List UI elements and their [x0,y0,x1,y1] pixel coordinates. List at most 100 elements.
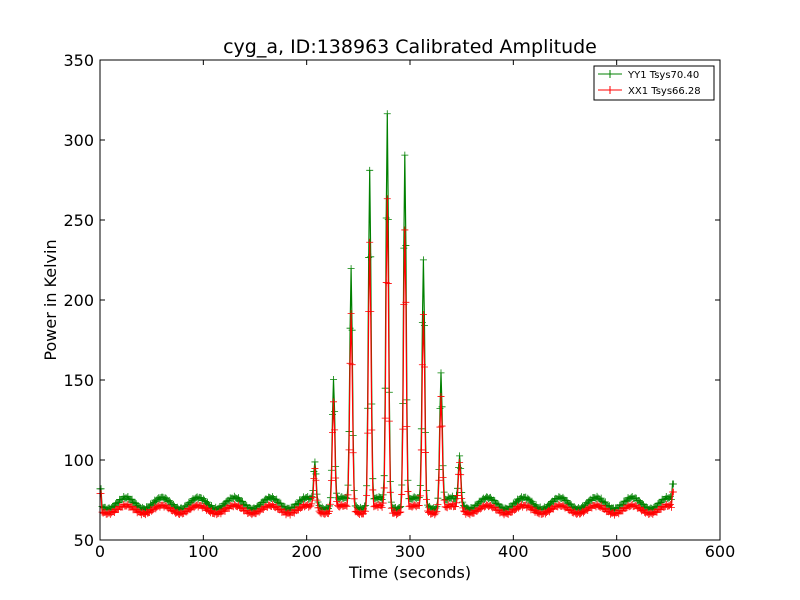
series-0-marker-273 [378,496,386,504]
series-0-marker-208 [311,458,319,466]
series-1-marker-264 [369,486,377,494]
series-1-marker-210 [313,496,321,504]
x-tick-label-500: 500 [601,542,632,561]
series-1-marker-310 [416,492,424,500]
series-0-marker-67 [165,497,173,505]
series-1-marker-223 [326,500,334,508]
series-1-marker-244 [348,361,356,369]
series-0-marker-542 [656,499,664,507]
y-tick-label-100: 100 [63,451,94,470]
series-0-marker-138 [239,497,247,505]
series-0-marker-205 [308,493,316,501]
series-0-marker-278 [383,110,391,118]
series-0-marker-226 [330,376,338,383]
series-1-marker-332 [439,473,447,481]
series-1-marker-282 [387,504,395,512]
x-tick-label-100: 100 [188,542,219,561]
series-1-marker-296 [402,298,410,306]
series-1-marker-228 [332,474,340,482]
series-0-marker-262 [367,253,375,261]
series-1-marker-205 [308,500,316,508]
series-1-marker-292 [398,491,406,499]
series-1-marker-240 [344,491,352,499]
series-0-marker-522 [635,497,643,505]
chart-title: cyg_a, ID:138963 Calibrated Amplitude [223,36,597,58]
y-tick-label-200: 200 [63,291,94,310]
y-tick-label-350: 350 [63,51,94,70]
series-0-marker-348 [456,452,464,460]
series-1-marker-555 [670,488,677,496]
series-1-marker-326 [433,508,441,516]
series-1-marker-291 [397,508,405,516]
series-1-marker-278 [383,195,391,203]
series-0-marker-314 [420,321,428,329]
series-1-marker-257 [362,507,370,515]
series-1 [96,195,677,519]
series-1-marker-211 [314,504,322,512]
series-1-marker-327 [434,501,442,509]
series-1-marker-281 [386,488,394,496]
series-1-marker-351 [459,504,467,512]
series-1-marker-209 [312,476,320,484]
series-1-marker-313 [419,310,427,318]
series-0-marker-485 [597,494,605,502]
y-tick-label-50: 50 [74,531,94,550]
legend-marker-yy1 [606,70,614,78]
series-0-marker-385 [494,500,502,508]
series-1-marker-553 [667,503,675,511]
series-1-marker-295 [401,226,409,234]
series-1-marker-224 [327,477,335,485]
y-axis-label: Power in Kelvin [41,239,60,360]
series-1-marker-344 [451,502,459,510]
series-1-marker-345 [453,499,460,507]
series-1-marker-261 [366,238,374,246]
series-1-marker-331 [438,422,446,430]
series-0-marker-489 [601,498,609,506]
series-1-marker-297 [403,423,411,431]
series-1-marker-259 [364,429,372,437]
series-1-marker-245 [349,449,357,457]
x-tick-label-600: 600 [705,542,736,561]
series-0-marker-171 [273,495,281,503]
series-1-marker-274 [379,499,387,507]
series-0-marker-331 [438,403,446,411]
x-tick-label-200: 200 [291,542,322,561]
x-tick-label-300: 300 [395,542,426,561]
series-layer [96,110,677,519]
series-1-marker-293 [399,425,407,433]
series-1-marker-229 [333,497,341,505]
series-0-marker-555 [670,480,677,488]
series-1-marker-241 [345,446,353,454]
series-1-marker-280 [385,417,393,425]
series-1-marker-206 [309,494,317,502]
series-1-marker-350 [458,494,466,502]
series-1-marker-1 [97,490,105,498]
series-1-marker-239 [343,502,351,510]
series-1-marker-346 [454,491,462,499]
legend: YY1 Tsys70.40 XX1 Tsys66.28 [593,65,715,101]
series-1-marker-227 [331,426,339,434]
series-1-marker-262 [367,308,375,316]
series-1-marker-333 [440,496,448,504]
series-1-marker-273 [378,503,386,511]
series-1-marker-315 [422,448,429,456]
series-1-marker-328 [435,476,443,484]
series-1-marker-349 [457,471,465,479]
series-1-marker-243 [347,310,355,318]
series-0-marker-244 [348,326,356,334]
series-1-marker-325 [432,509,440,517]
legend-label-yy1: YY1 Tsys70.40 [627,70,699,81]
series-1-marker-309 [415,502,423,510]
series-0-marker-313 [419,256,427,264]
series-1-marker-276 [381,414,389,422]
legend-marker-xx1 [606,86,614,94]
series-0-marker-261 [366,166,374,174]
series-1-marker-348 [456,458,464,466]
series-1-marker-552 [666,501,674,509]
series-1-marker-208 [311,465,319,473]
series-1-marker-298 [404,487,412,495]
series-0-marker-296 [402,241,410,249]
x-axis-label: Time (seconds) [348,563,471,582]
series-1-marker-263 [368,426,376,434]
